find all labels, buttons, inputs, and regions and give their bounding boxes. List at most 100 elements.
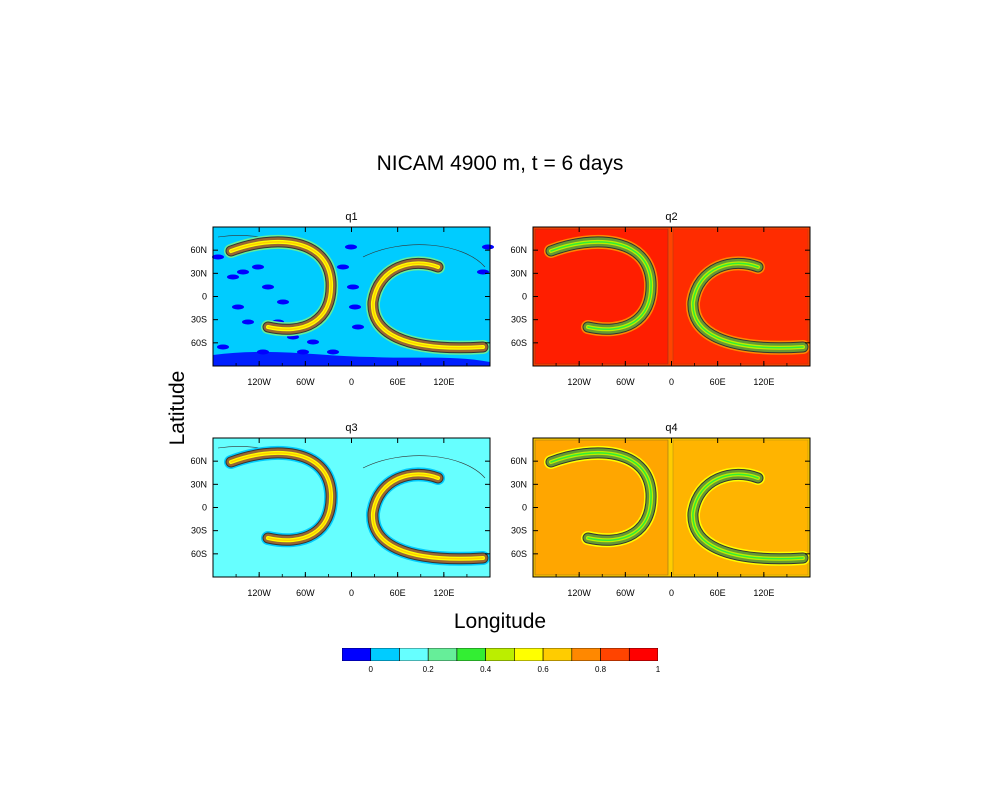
filament-center (372, 473, 484, 560)
filament-center (550, 452, 652, 541)
colorbar-label: 0.8 (594, 665, 607, 674)
x-axis-title: Longitude (453, 610, 547, 633)
west-vortex-filament (224, 445, 339, 548)
colorbar-swatch (456, 648, 486, 661)
y-tick-label: 30S (511, 526, 527, 536)
x-tick-label: 60E (710, 588, 726, 598)
y-tick-label: 60N (190, 456, 207, 466)
colorbar-label: 0.6 (537, 665, 549, 674)
axes: 120W 60W 0 60E 120E 60N 30N 0 30S 60S (190, 227, 490, 387)
colorbar-label: 0.4 (480, 665, 492, 674)
colorbar-swatch (399, 648, 429, 661)
noise-blob (327, 349, 339, 355)
panel-q1: q1 120W 60W 0 60E 120E 60N 30N 0 30S 60S (190, 211, 494, 387)
x-tick-label: 60E (710, 377, 726, 387)
low-value-noise (212, 244, 494, 366)
noise-blob (347, 284, 359, 290)
figure-title: NICAM 4900 m, t = 6 days (376, 152, 624, 175)
noise-blob (252, 264, 264, 270)
x-tick-label: 120W (567, 588, 591, 598)
y-tick-label: 30N (510, 268, 527, 278)
y-tick-label: 30N (190, 479, 207, 489)
noise-blob (232, 304, 244, 310)
colorbar-swatch (427, 648, 458, 661)
noise-blob (345, 244, 357, 250)
colorbar-swatch (600, 648, 630, 661)
x-tick-label: 60W (296, 377, 315, 387)
axes: 120W 60W 0 60E 120E 60N 30N 0 30S 60S (510, 227, 810, 387)
panel-title-q3: q3 (345, 422, 358, 434)
panel-q3: q3 120W 60W 0 60E 120E 60N 30N 0 30S 60S (190, 422, 491, 598)
x-tick-label: 60E (390, 377, 406, 387)
colorbar-swatch (485, 648, 515, 661)
x-tick-label: 60W (616, 377, 635, 387)
noise-blob (237, 269, 249, 275)
y-tick-label: 60S (511, 338, 527, 348)
panel-q2: q2 120W 60W 0 60E 120E 60N 30N 0 30S 60S (510, 211, 811, 387)
vortex-regions (534, 228, 809, 365)
x-tick-label: 120E (433, 377, 454, 387)
x-tick-label: 120E (753, 588, 774, 598)
axes: 120W 60W 0 60E 120E 60N 30N 0 30S 60S (510, 438, 810, 598)
x-tick-label: 120W (247, 588, 271, 598)
axes: 120W 60W 0 60E 120E 60N 30N 0 30S 60S (190, 438, 490, 598)
y-tick-label: 30N (510, 479, 527, 489)
filament-center (550, 241, 652, 330)
filament-center (692, 473, 804, 560)
west-vortex-filament (544, 445, 659, 548)
colorbar-swatch (571, 648, 601, 661)
map-q1: 120W 60W 0 60E 120E 60N 30N 0 30S 60S (190, 226, 494, 387)
noise-blob (352, 324, 364, 330)
noise-band (213, 351, 490, 366)
y-tick-label: 30S (191, 526, 207, 536)
y-tick-label: 60S (191, 549, 207, 559)
filament-center (230, 452, 332, 541)
east-vortex-filament (365, 256, 490, 355)
east-vortex-filament (365, 467, 490, 566)
y-tick-label: 60N (510, 456, 527, 466)
x-tick-label: 0 (669, 588, 674, 598)
y-tick-label: 0 (202, 503, 207, 513)
noise-blob (227, 274, 239, 280)
x-tick-label: 0 (349, 588, 354, 598)
noise-blob (217, 344, 229, 350)
noise-blob (337, 264, 349, 270)
noise-blob (307, 339, 319, 345)
filament-center (692, 262, 804, 349)
y-tick-label: 60N (190, 245, 207, 255)
colorbar-swatch (342, 648, 372, 661)
y-tick-label: 30S (191, 315, 207, 325)
y-tick-label: 0 (202, 292, 207, 302)
panel-title-q2: q2 (665, 211, 678, 223)
y-axis-title: Latitude (166, 370, 189, 446)
noise-blob (262, 284, 274, 290)
y-tick-label: 30S (511, 315, 527, 325)
colorbar-swatch (514, 648, 544, 661)
y-tick-label: 60S (511, 549, 527, 559)
x-tick-label: 120E (753, 377, 774, 387)
panel-title-q1: q1 (345, 211, 358, 223)
vortex-region (534, 439, 669, 576)
east-vortex-filament (685, 467, 810, 566)
east-vortex-filament (685, 256, 810, 355)
map-q3: 120W 60W 0 60E 120E 60N 30N 0 30S 60S (190, 437, 491, 598)
noise-blob (277, 299, 289, 305)
x-tick-label: 0 (669, 377, 674, 387)
noise-blob (242, 319, 254, 325)
x-tick-label: 120W (567, 377, 591, 387)
colorbar-swatch (542, 648, 573, 661)
west-vortex-filament (544, 234, 659, 337)
y-tick-label: 30N (190, 268, 207, 278)
noise-blob (212, 254, 224, 260)
map-q4: 120W 60W 0 60E 120E 60N 30N 0 30S 60S (510, 437, 811, 598)
x-tick-label: 60E (390, 588, 406, 598)
noise-blob (349, 304, 361, 310)
west-vortex-filament (224, 234, 339, 337)
vortex-region (534, 228, 669, 365)
noise-blob (482, 244, 494, 250)
x-tick-label: 0 (349, 377, 354, 387)
colorbar-label: 0 (368, 665, 373, 674)
y-tick-label: 60N (510, 245, 527, 255)
colorbar-swatch (628, 648, 658, 661)
